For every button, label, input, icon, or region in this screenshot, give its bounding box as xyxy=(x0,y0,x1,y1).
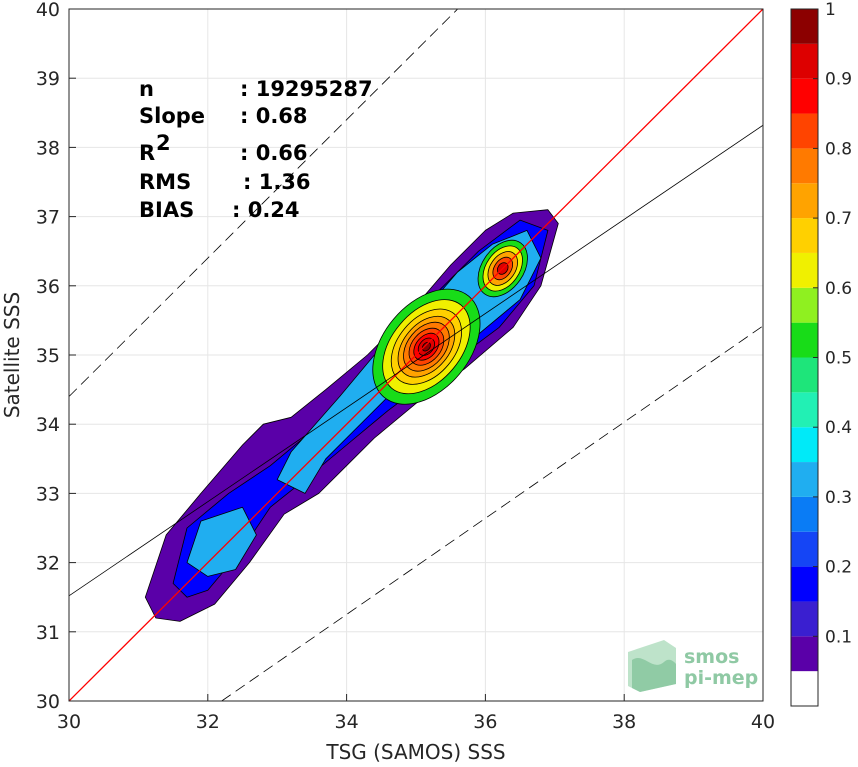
fit-line xyxy=(69,124,763,597)
colorbar-segment xyxy=(791,531,818,567)
stat-value: : 0.66 xyxy=(240,141,308,165)
stat-value: : 0.24 xyxy=(232,198,300,222)
colorbar-segment xyxy=(791,566,818,602)
colorbar-segment xyxy=(791,78,818,114)
smos-pi-mep-logo: smos pi-mep xyxy=(628,640,758,692)
y-tick-label: 36 xyxy=(36,276,60,298)
x-tick-label: 36 xyxy=(473,711,497,733)
colorbar-segment xyxy=(791,636,818,672)
stat-value: : 1.36 xyxy=(243,170,311,194)
colorbar-segment xyxy=(791,218,818,253)
lower-bound-line xyxy=(221,325,763,701)
y-tick-label: 30 xyxy=(36,691,60,713)
logo-text-smos: smos xyxy=(684,646,739,668)
y-tick-label: 37 xyxy=(36,207,60,229)
colorbar-tick-label: 0.9 xyxy=(825,70,852,90)
stat-label: BIAS xyxy=(139,198,194,222)
colorbar-segment xyxy=(791,252,818,288)
colorbar-tick-label: 0.4 xyxy=(825,418,852,438)
x-tick-label: 30 xyxy=(57,711,81,733)
y-tick-label: 34 xyxy=(36,414,60,436)
x-tick-label: 32 xyxy=(196,711,220,733)
y-tick-label: 35 xyxy=(36,345,60,367)
logo-wave xyxy=(632,658,676,692)
colorbar-segment xyxy=(791,43,818,79)
colorbar-tick-label: 1 xyxy=(825,0,836,20)
colorbar-segment xyxy=(791,287,818,323)
stat-label: R xyxy=(139,141,155,165)
colorbar-segment xyxy=(791,496,818,532)
density-peak-main-ring xyxy=(421,341,431,352)
colorbar-segment xyxy=(791,183,818,219)
colorbar-segment xyxy=(791,601,818,637)
logo-text-pi-mep: pi-mep xyxy=(684,667,758,689)
y-tick-label: 40 xyxy=(36,0,60,21)
reference-lines xyxy=(69,9,763,701)
colorbar: 0.1 0.2 0.3 0.4 0.5 0.6 0.7 0.8 0.9 1 xyxy=(790,0,852,707)
y-axis-label: Satellite SSS xyxy=(0,292,24,418)
statistics-box: n : 19295287 Slope : 0.68 R 2 : 0.66 RMS : 1.36 B… xyxy=(139,77,373,222)
colorbar-tick-label: 0.3 xyxy=(825,488,852,508)
colorbar-tick-label: 0.6 xyxy=(825,279,852,299)
x-tick-label: 38 xyxy=(612,711,636,733)
x-axis-ticks: 30 32 34 36 38 40 xyxy=(57,694,775,733)
x-axis-label: TSG (SAMOS) SSS xyxy=(325,740,505,764)
colorbar-segment xyxy=(791,462,818,497)
colorbar-tick-label: 0.8 xyxy=(825,139,852,159)
stat-label: RMS xyxy=(139,170,191,194)
colorbar-segment xyxy=(791,148,818,184)
upper-bound-line xyxy=(69,9,459,397)
colorbar-segment xyxy=(791,113,818,149)
y-tick-label: 32 xyxy=(36,553,60,575)
y-tick-label: 38 xyxy=(36,137,60,159)
colorbar-tick-label: 0.1 xyxy=(825,627,852,647)
density-level-0-3-left xyxy=(186,506,257,577)
x-tick-label: 34 xyxy=(335,711,359,733)
stat-value: : 19295287 xyxy=(240,77,373,101)
colorbar-tick-label: 0.7 xyxy=(825,209,852,229)
y-tick-label: 33 xyxy=(36,483,60,505)
colorbar-segment xyxy=(791,427,818,463)
stat-label: Slope xyxy=(139,104,205,128)
colorbar-segment xyxy=(791,357,818,393)
y-axis-ticks: 30 31 32 33 34 35 36 37 38 39 40 xyxy=(36,0,76,713)
stat-value: : 0.68 xyxy=(240,104,308,128)
identity-line xyxy=(69,9,763,701)
y-tick-label: 39 xyxy=(36,68,60,90)
colorbar-tick-label: 0.5 xyxy=(825,349,852,369)
colorbar-segment xyxy=(791,9,818,44)
stat-label: n xyxy=(139,77,154,101)
y-tick-label: 31 xyxy=(36,622,60,644)
stat-label-superscript: 2 xyxy=(156,131,171,155)
colorbar-segment xyxy=(791,392,818,428)
colorbar-segment xyxy=(791,322,818,358)
x-tick-label: 40 xyxy=(751,711,775,733)
colorbar-segment xyxy=(791,671,818,706)
colorbar-tick-label: 0.2 xyxy=(825,558,852,578)
